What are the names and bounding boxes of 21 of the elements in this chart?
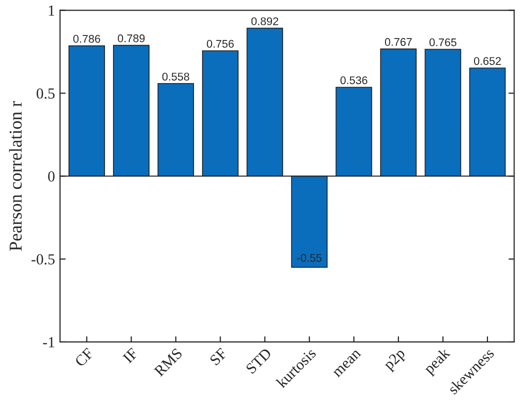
data-label: 0.652: [474, 57, 501, 65]
x-tick-label: p2p: [382, 348, 408, 373]
y-tick-label: 0: [48, 171, 55, 182]
y-tick-label: 0.5: [36, 88, 55, 99]
data-label: 0.767: [384, 38, 412, 46]
y-tick-label: -1: [43, 337, 54, 348]
data-label: -0.55: [297, 254, 322, 262]
y-axis-title: Pearson correlation r: [9, 101, 22, 251]
data-label: 0.789: [118, 34, 145, 42]
data-label: 0.536: [340, 76, 368, 84]
x-tick-label: IF: [122, 348, 138, 364]
x-tick-label: SF: [209, 348, 228, 366]
data-label: 0.765: [429, 38, 456, 46]
y-tick-label: 1: [48, 6, 54, 16]
data-label: 0.786: [73, 34, 100, 43]
data-label: 0.756: [206, 40, 234, 48]
x-tick-label: STD: [245, 348, 272, 374]
data-label: 0.892: [251, 17, 278, 26]
y-tick-label: -0.5: [32, 254, 55, 265]
data-label: 0.558: [162, 72, 190, 81]
x-tick-label: CF: [74, 348, 94, 368]
